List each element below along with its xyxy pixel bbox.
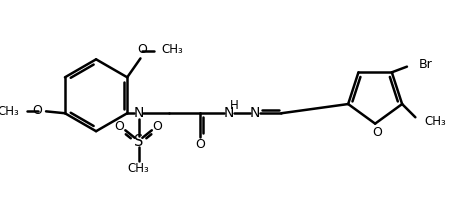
Text: H: H bbox=[230, 99, 239, 112]
Text: O: O bbox=[138, 43, 147, 56]
Text: O: O bbox=[153, 120, 162, 133]
Text: Br: Br bbox=[418, 58, 432, 71]
Text: N: N bbox=[133, 106, 144, 120]
Text: CH₃: CH₃ bbox=[0, 105, 20, 118]
Text: CH₃: CH₃ bbox=[425, 115, 446, 128]
Text: O: O bbox=[195, 138, 205, 151]
Text: CH₃: CH₃ bbox=[161, 43, 183, 56]
Text: O: O bbox=[372, 126, 382, 139]
Text: O: O bbox=[33, 104, 42, 117]
Text: N: N bbox=[250, 106, 260, 120]
Text: CH₃: CH₃ bbox=[128, 162, 149, 175]
Text: S: S bbox=[134, 134, 143, 149]
Text: N: N bbox=[223, 106, 233, 120]
Text: O: O bbox=[115, 120, 125, 133]
